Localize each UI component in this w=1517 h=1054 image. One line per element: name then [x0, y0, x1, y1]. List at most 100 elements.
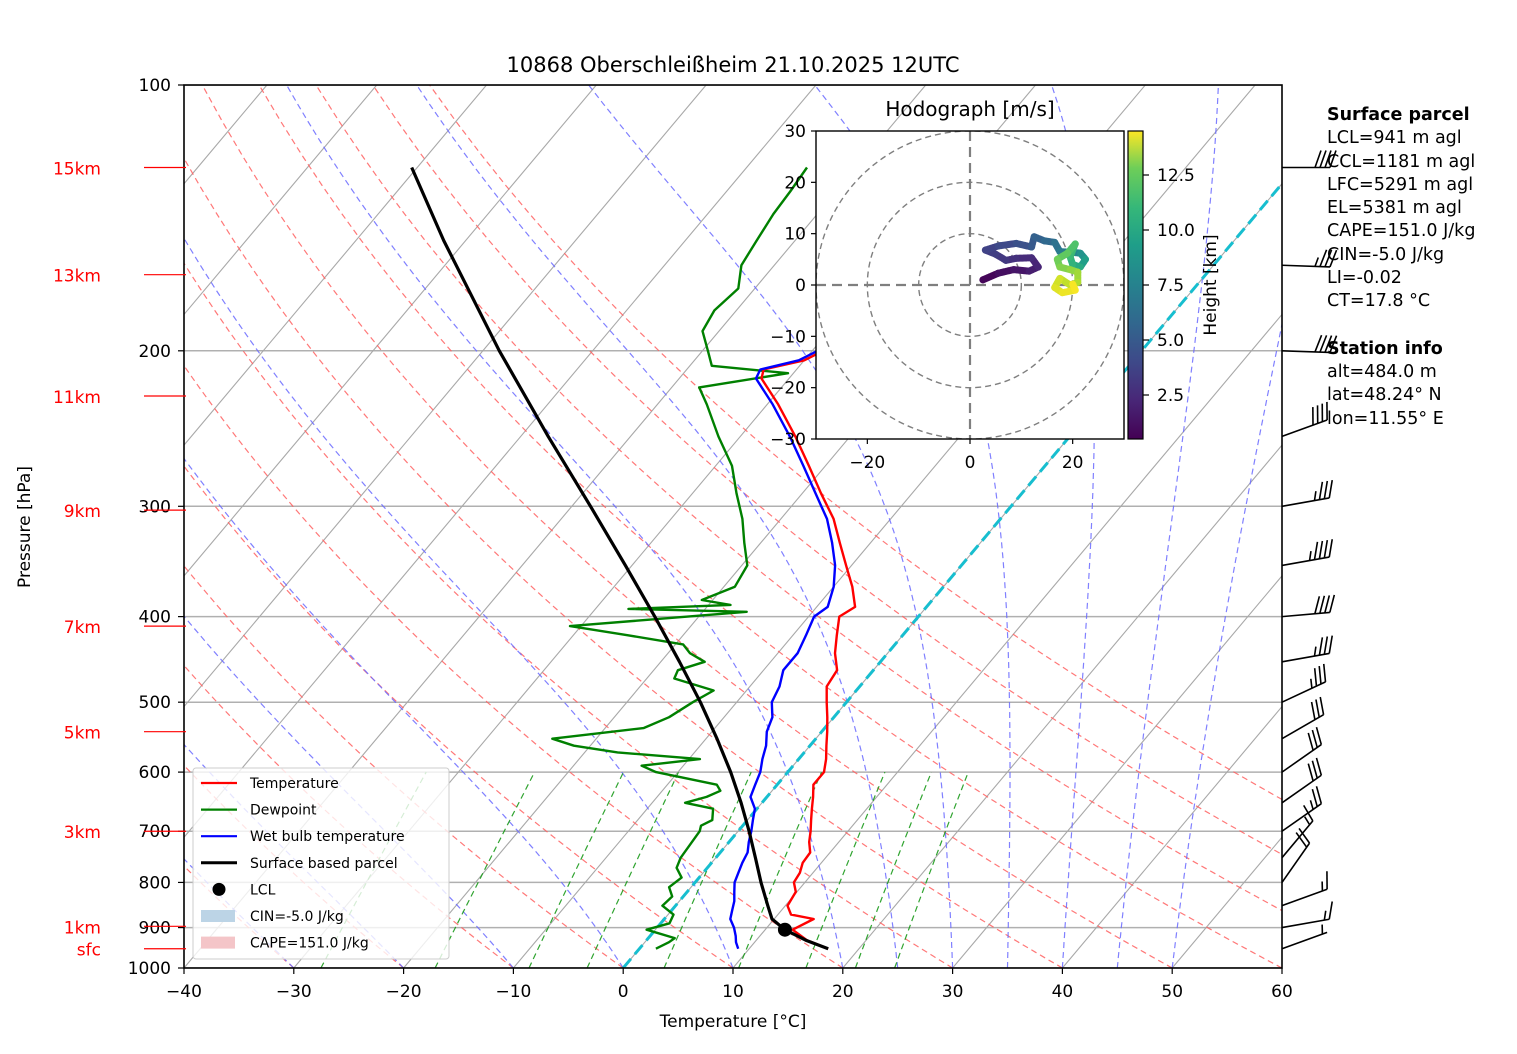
- wind-barb: [1281, 786, 1323, 832]
- height-marker-label: 15km: [53, 159, 101, 179]
- legend-label: LCL: [250, 882, 276, 898]
- legend-label: CAPE=151.0 J/kg: [250, 936, 369, 952]
- y-tick-label: 600: [139, 763, 171, 783]
- surface-parcel-item: CT=17.8 °C: [1327, 291, 1431, 312]
- hodograph: Hodograph [m/s] −20 0 20 30 20 10 0 −10 −20 −30 2…: [770, 97, 1221, 473]
- barb-staff: [1281, 497, 1330, 508]
- barb-full: [1324, 150, 1332, 168]
- hodograph-y-tick-label: −30: [770, 430, 806, 450]
- y-tick-label: 900: [139, 919, 171, 939]
- barb-full: [1329, 594, 1336, 613]
- hodograph-y-tick-label: 10: [784, 225, 806, 245]
- hodograph-y-tick-label: −20: [770, 379, 806, 399]
- station-info-title: Station info: [1327, 338, 1443, 359]
- barb-full: [1318, 665, 1322, 685]
- barb-half: [1314, 257, 1320, 267]
- barb-full: [1311, 729, 1318, 748]
- colorbar-tick-label: 10.0: [1157, 221, 1195, 241]
- surface-parcel-item: CAPE=151.0 J/kg: [1327, 221, 1476, 242]
- height-marker-label: 1km: [64, 918, 101, 938]
- barb-staff: [1281, 842, 1311, 883]
- isotherm: [184, 85, 707, 708]
- barb-full: [1318, 637, 1324, 656]
- barb-staff: [1281, 652, 1330, 663]
- barb-full: [1329, 150, 1337, 168]
- isotherm: [184, 85, 597, 577]
- isotherm: [1061, 705, 1282, 968]
- station-info-item: alt=484.0 m: [1327, 361, 1437, 382]
- barb-half: [1313, 646, 1317, 657]
- barb-staff: [1281, 888, 1328, 907]
- hodograph-trace: [979, 233, 1089, 297]
- lcl-marker: [777, 922, 792, 937]
- x-axis-ticks: −40 −30 −20 −10 0 10 20 30 40 50 60: [166, 968, 1293, 1002]
- barb-full: [1329, 249, 1338, 268]
- mixing-ratio-line: [738, 771, 823, 968]
- height-marker-label: 3km: [64, 823, 101, 843]
- barb-full: [1313, 668, 1318, 687]
- barb-staff: [1281, 419, 1328, 438]
- dry-adiabat: [372, 85, 1282, 856]
- barb-full: [1319, 335, 1328, 353]
- wind-barb: [1281, 539, 1334, 567]
- barb-full: [1315, 786, 1323, 804]
- barb-full: [1323, 480, 1329, 499]
- barb-full: [1315, 726, 1323, 745]
- colorbar-tick-label: 7.5: [1157, 276, 1184, 296]
- surface-parcel-item: LCL=941 m agl: [1327, 128, 1462, 149]
- height-markers: 15km 13km 11km 9km 7km 5km 3km 1km sfc: [53, 159, 186, 961]
- legend-label: Temperature: [249, 776, 339, 792]
- barb-full: [1324, 249, 1333, 268]
- moist-adiabat: [286, 85, 844, 968]
- moist-adiabat: [184, 237, 734, 968]
- barb-full: [1313, 541, 1319, 560]
- barb-staff: [1281, 820, 1314, 859]
- barb-staff: [1281, 556, 1330, 567]
- dewpoint-line: [551, 166, 808, 950]
- x-tick-label: 0: [618, 982, 629, 1002]
- isotherm: [842, 444, 1282, 968]
- x-tick-label: 50: [1161, 982, 1183, 1002]
- hodograph-x-tick-label: 20: [1062, 453, 1084, 473]
- barb-full: [1315, 757, 1323, 776]
- barb-full: [1318, 540, 1324, 559]
- hodograph-y-tick-label: −10: [770, 327, 806, 347]
- dry-adiabat: [184, 364, 844, 968]
- y-tick-label: 800: [139, 873, 171, 893]
- wind-barbs: [1281, 150, 1338, 950]
- freezing-isotherm: [622, 181, 1282, 968]
- x-tick-label: 60: [1271, 982, 1293, 1002]
- legend-swatch: [201, 936, 235, 949]
- legend-swatch: [201, 910, 235, 922]
- barb-staff: [1281, 350, 1330, 354]
- surface-parcel-item: CIN=-5.0 J/kg: [1327, 244, 1445, 265]
- y-axis-ticks: 100 200 300 400 500 600 700 800 900 1000: [128, 76, 184, 979]
- barb-half: [1308, 551, 1312, 561]
- wind-barb: [1281, 827, 1311, 883]
- colorbar-label: Height [km]: [1201, 234, 1221, 335]
- station-info-item: lat=48.24° N: [1327, 385, 1442, 406]
- wind-barb: [1282, 150, 1337, 169]
- barb-staff: [1281, 774, 1322, 804]
- wind-barb: [1281, 334, 1338, 354]
- y-tick-label: 100: [139, 76, 171, 96]
- hodograph-y-tick-label: 0: [795, 276, 806, 296]
- mixing-ratio-line: [894, 771, 969, 968]
- barb-full: [1324, 335, 1333, 353]
- mixing-ratio-line: [434, 771, 536, 968]
- x-tick-label: −20: [386, 982, 422, 1002]
- mixing-ratio-line: [854, 771, 932, 968]
- barb-full: [1318, 481, 1324, 500]
- height-marker-label: 5km: [64, 724, 101, 744]
- x-tick-label: 20: [832, 982, 854, 1002]
- mixing-ratio-line: [663, 771, 752, 968]
- barb-full: [1314, 334, 1323, 353]
- y-tick-label: 500: [139, 693, 171, 713]
- barb-full: [1328, 635, 1334, 654]
- barb-full: [1319, 595, 1326, 614]
- dry-adiabat: [201, 85, 1173, 968]
- y-tick-label: 400: [139, 608, 171, 628]
- height-marker-label: sfc: [77, 941, 101, 961]
- barb-full: [1328, 480, 1334, 499]
